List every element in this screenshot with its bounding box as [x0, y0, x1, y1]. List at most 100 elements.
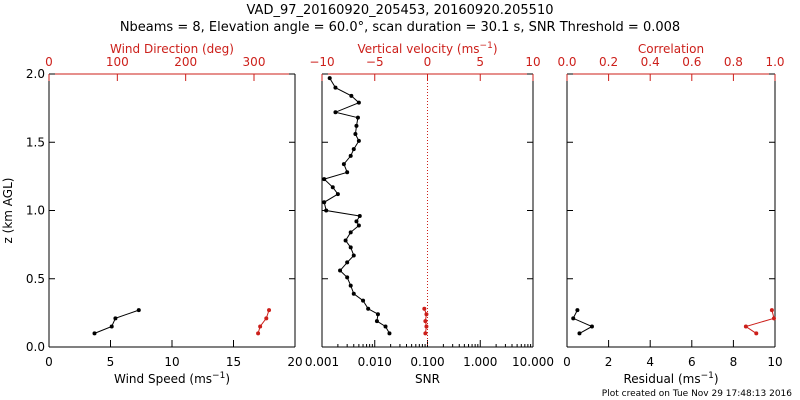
bottom-tick-label: 10.000 — [512, 355, 554, 369]
bottom-tick-label: 5 — [107, 355, 115, 369]
panel-residual: 0 2 4 6 8 10 Residual (ms−1) 0.0 0.2 0.4 0.6 0.8 1.0… — [557, 42, 784, 386]
data-point — [571, 316, 576, 321]
top-tick-label: 0.6 — [682, 55, 701, 69]
top-tick-label: 300 — [243, 55, 266, 69]
data-point — [575, 308, 580, 313]
top-axis-label: Correlation — [638, 42, 704, 56]
data-point — [387, 331, 392, 336]
bottom-tick-label: 1.000 — [463, 355, 497, 369]
data-point — [345, 275, 350, 280]
data-point — [348, 283, 353, 288]
plot-created-footer: Plot created on Tue Nov 29 17:48:13 2016 — [602, 389, 792, 399]
data-point — [577, 331, 582, 336]
data-point — [333, 110, 338, 115]
top-tick-label: 0.4 — [641, 55, 660, 69]
bottom-tick-label: 0.100 — [410, 355, 444, 369]
data-point — [341, 162, 346, 167]
bottom-axis-label: SNR — [415, 372, 440, 386]
data-point — [256, 331, 261, 336]
data-point — [423, 331, 428, 336]
top-tick-label: 200 — [174, 55, 197, 69]
data-point — [356, 138, 361, 143]
figure-subtitle: Nbeams = 8, Elevation angle = 60.0°, sca… — [120, 20, 680, 35]
data-point — [374, 319, 379, 324]
panel-wind: 0.0 0.5 1.0 1.5 2.0 z (km AGL) 0 5 10 15 20 Wind Sp… — [1, 42, 303, 386]
bottom-axis-label: Wind Speed (ms−1) — [114, 371, 230, 386]
data-point — [769, 308, 774, 313]
bottom-tick-label: 6 — [688, 355, 696, 369]
top-tick-label: 0.2 — [599, 55, 618, 69]
data-point — [348, 245, 353, 250]
data-point — [423, 319, 428, 324]
data-point — [348, 153, 353, 158]
top-tick-label: 1.0 — [765, 55, 784, 69]
data-point — [264, 316, 269, 321]
data-point — [345, 260, 350, 265]
data-point — [589, 324, 594, 329]
y-tick-label: 0.0 — [26, 340, 45, 354]
data-point — [349, 93, 354, 98]
top-axis-label: Wind Direction (deg) — [110, 42, 234, 56]
data-point — [383, 324, 388, 329]
data-point — [345, 170, 350, 175]
bottom-tick-label: 15 — [226, 355, 241, 369]
data-point — [92, 331, 97, 336]
data-point — [366, 306, 371, 311]
top-tick-label: 0 — [424, 55, 432, 69]
bottom-tick-label: 20 — [287, 355, 302, 369]
series-line-top — [744, 309, 775, 334]
bottom-tick-label: 0 — [45, 355, 53, 369]
data-point — [743, 324, 748, 329]
top-tick-label: 0 — [45, 55, 53, 69]
data-point — [356, 223, 361, 228]
series-line-bottom — [572, 309, 594, 334]
series-line-bottom — [94, 309, 139, 334]
series-line-top — [257, 309, 270, 334]
data-point — [424, 312, 429, 317]
data-point — [375, 312, 380, 317]
bottom-axis-label: Residual (ms−1) — [623, 371, 718, 386]
data-point — [335, 192, 340, 197]
bottom-tick-label: 10 — [164, 355, 179, 369]
data-point — [322, 177, 327, 182]
data-point — [113, 316, 118, 321]
top-tick-label: 0.0 — [557, 55, 576, 69]
data-point — [361, 298, 366, 303]
bottom-tick-label: 0 — [563, 355, 571, 369]
y-tick-label: 0.5 — [26, 272, 45, 286]
data-point — [424, 324, 429, 329]
data-point — [422, 306, 427, 311]
y-tick-label: 1.0 — [26, 204, 45, 218]
y-axis-label: z (km AGL) — [1, 178, 15, 244]
data-point — [348, 230, 353, 235]
bottom-tick-label: 0.001 — [305, 355, 339, 369]
data-point — [333, 85, 338, 90]
data-point — [267, 308, 272, 313]
data-point — [754, 331, 759, 336]
data-point — [351, 291, 356, 296]
top-tick-label: −10 — [309, 55, 334, 69]
data-point — [330, 185, 335, 190]
y-tick-label: 1.5 — [26, 135, 45, 149]
data-point — [327, 76, 332, 81]
panel-snr: 0.001 0.010 0.100 1.000 10.000 SNR −10 −5 0 5 10 Ve… — [305, 41, 554, 386]
data-point — [109, 324, 114, 329]
data-point — [771, 316, 776, 321]
top-tick-label: −5 — [366, 55, 384, 69]
bottom-tick-label: 0.010 — [358, 355, 392, 369]
data-point — [353, 132, 358, 137]
data-point — [324, 208, 329, 213]
data-point — [355, 115, 360, 120]
data-point — [356, 100, 361, 105]
top-tick-label: 100 — [106, 55, 129, 69]
data-point — [343, 238, 348, 243]
top-tick-label: 5 — [476, 55, 484, 69]
data-point — [322, 200, 327, 205]
data-point — [258, 324, 263, 329]
data-point — [357, 213, 362, 218]
top-axis-label: Vertical velocity (ms−1) — [357, 41, 497, 56]
top-tick-label: 10 — [525, 55, 540, 69]
figure-title: VAD_97_20160920_205453, 20160920.205510 — [247, 3, 554, 18]
